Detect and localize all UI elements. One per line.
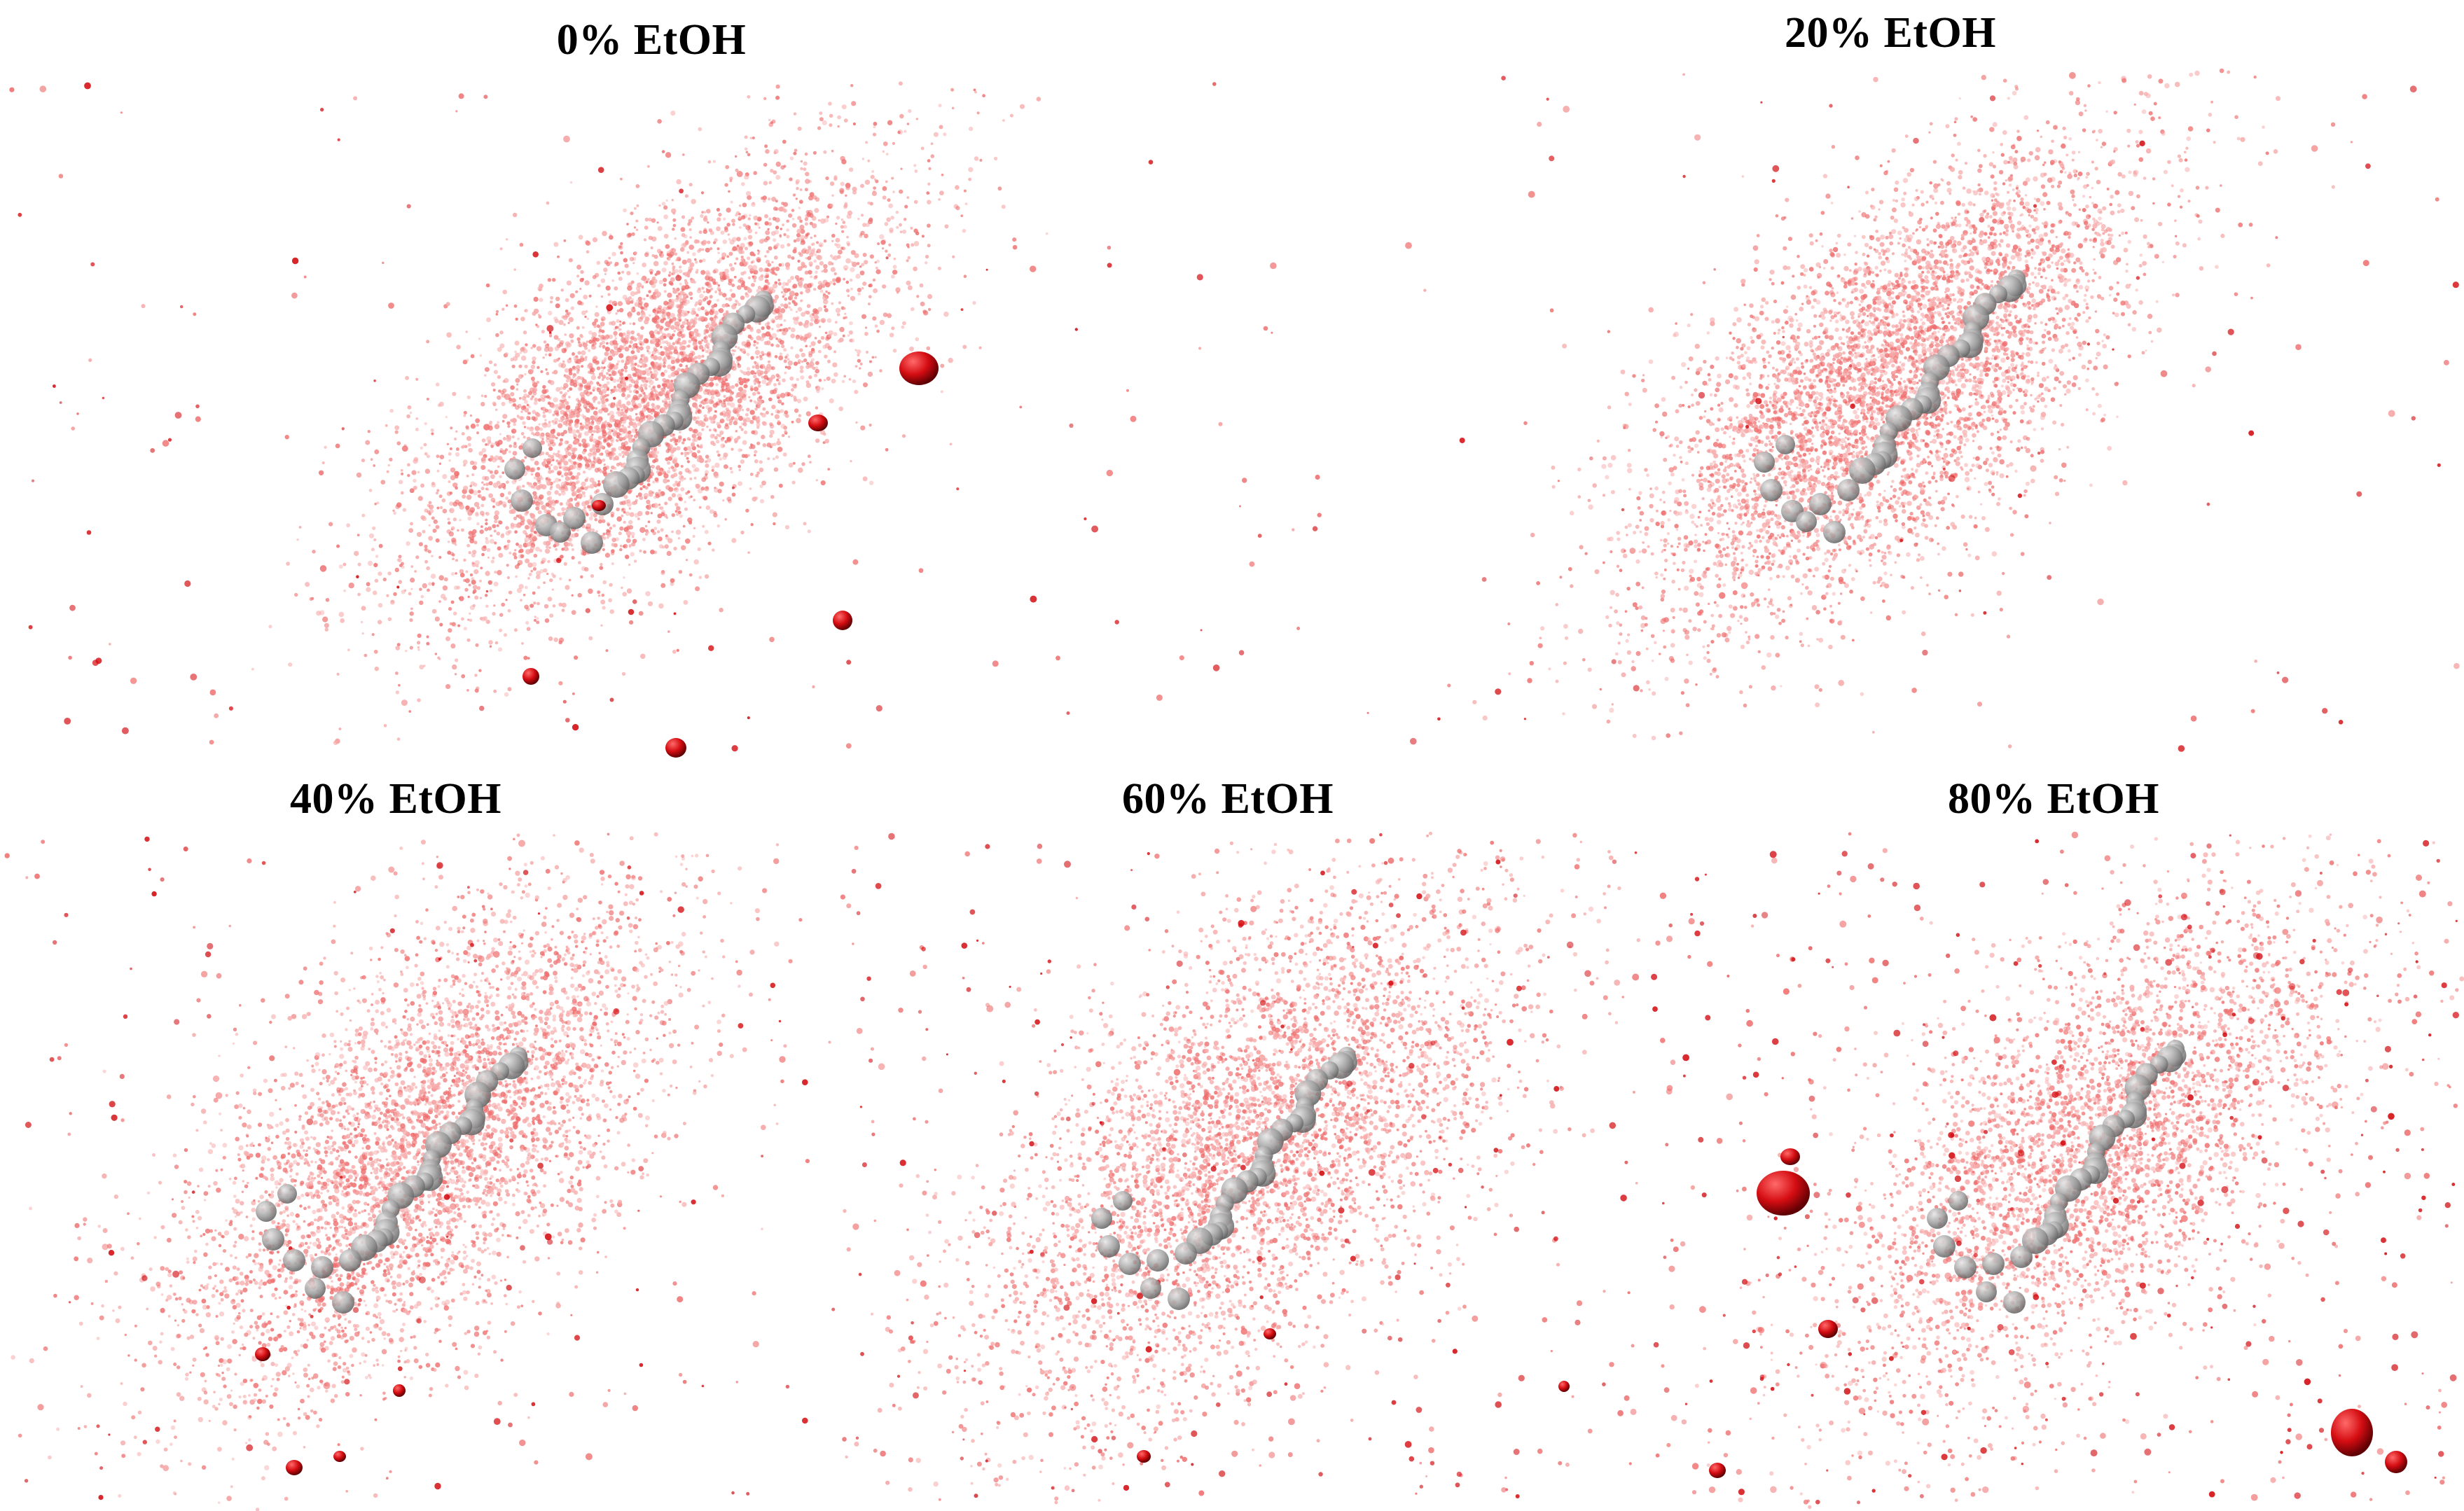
density-cloud <box>828 831 1640 1505</box>
panel-80-etoh: 80% EtOH <box>1643 756 2464 1511</box>
density-render-20 <box>1238 68 2460 752</box>
density-render-40 <box>4 832 810 1511</box>
panel-40-etoh: 40% EtOH <box>0 756 822 1511</box>
molecule-chain <box>256 1047 529 1314</box>
large-blobs <box>522 351 939 758</box>
molecule-chain <box>1754 270 2027 543</box>
density-cloud <box>9 81 1223 752</box>
panel-20-etoh: 20% EtOH <box>1232 0 2464 756</box>
molecule-chain <box>1927 1040 2187 1314</box>
molecule-chain <box>1091 1047 1357 1310</box>
panel-60-etoh: 60% EtOH <box>822 756 1643 1511</box>
density-cloud <box>1238 68 2460 752</box>
density-render-80 <box>1651 831 2464 1509</box>
panel-0-etoh: 0% EtOH <box>0 0 1232 758</box>
density-cloud <box>1651 831 2464 1509</box>
panel-title: 80% EtOH <box>1948 774 2159 824</box>
panel-title: 60% EtOH <box>1122 774 1334 824</box>
panel-title: 0% EtOH <box>557 15 746 65</box>
large-blobs <box>1709 1148 2407 1478</box>
density-cloud <box>4 832 810 1511</box>
panel-title: 20% EtOH <box>1785 8 1996 58</box>
large-blobs <box>1137 1328 1570 1463</box>
panel-title: 40% EtOH <box>290 774 501 824</box>
density-render-0 <box>9 81 1223 758</box>
density-render-60 <box>828 831 1640 1505</box>
large-blobs <box>255 1347 406 1475</box>
